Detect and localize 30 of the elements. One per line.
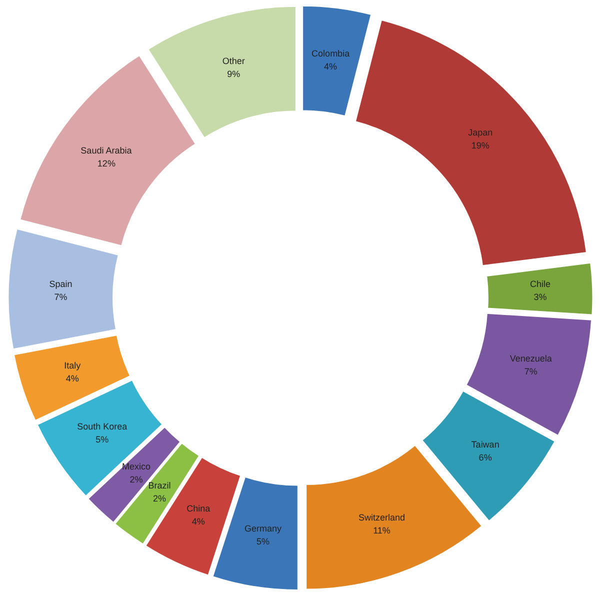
data-label: 7% bbox=[524, 366, 538, 376]
data-label: 9% bbox=[227, 68, 240, 79]
slice-label: China bbox=[186, 504, 210, 514]
slice-label: Japan bbox=[468, 128, 493, 138]
slice-label: Italy bbox=[64, 360, 82, 371]
data-label: 4% bbox=[192, 516, 205, 527]
slice-label: Taiwan bbox=[471, 440, 500, 450]
slice-label: Brazil bbox=[148, 480, 171, 491]
slice-label: Switzerland bbox=[358, 512, 406, 522]
data-label: 5% bbox=[96, 434, 109, 444]
slice-label: Venezuela bbox=[510, 353, 552, 364]
slice-label: Other bbox=[222, 56, 245, 66]
slice-label: Chile bbox=[530, 278, 550, 289]
data-label: 19% bbox=[471, 140, 490, 151]
data-label: 3% bbox=[534, 292, 547, 302]
slice-label: Mexico bbox=[122, 462, 151, 472]
data-label: 7% bbox=[54, 292, 68, 302]
slice-label: Germany bbox=[244, 524, 282, 534]
data-label: 5% bbox=[256, 536, 270, 547]
data-label: 4% bbox=[324, 61, 338, 72]
slice-label: Saudi Arabia bbox=[80, 145, 132, 156]
data-label: 6% bbox=[478, 452, 492, 463]
data-label: 2% bbox=[153, 494, 166, 504]
data-label: 11% bbox=[373, 525, 390, 536]
slice-label: Colombia bbox=[312, 48, 350, 58]
slice-label: Spain bbox=[49, 278, 72, 289]
data-label: 2% bbox=[130, 474, 143, 485]
slice-label: South Korea bbox=[77, 421, 128, 432]
data-label: 12% bbox=[97, 158, 116, 168]
data-label: 4% bbox=[66, 374, 79, 384]
